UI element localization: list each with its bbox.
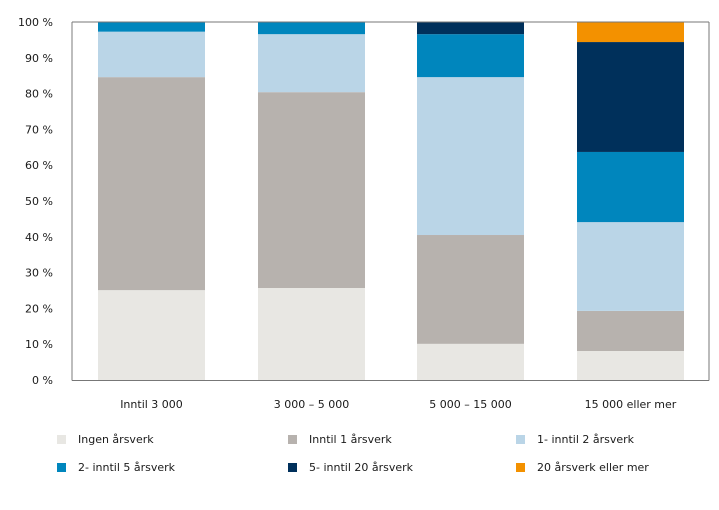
bar-segment bbox=[98, 77, 205, 291]
legend-swatch bbox=[288, 463, 297, 472]
legend-label: 20 årsverk eller mer bbox=[537, 461, 649, 474]
legend-swatch bbox=[57, 435, 66, 444]
bars bbox=[98, 22, 684, 380]
y-tick-label: 30 % bbox=[25, 267, 53, 280]
x-tick-label: Inntil 3 000 bbox=[120, 398, 183, 411]
legend-label: 1- inntil 2 årsverk bbox=[537, 433, 635, 446]
y-tick-label: 100 % bbox=[18, 16, 53, 29]
bar-segment bbox=[98, 31, 205, 78]
legend-swatch bbox=[288, 435, 297, 444]
bar-segment bbox=[577, 310, 684, 352]
legend-swatch bbox=[516, 435, 525, 444]
y-tick-label: 70 % bbox=[25, 123, 53, 136]
y-tick-label: 0 % bbox=[32, 374, 53, 387]
bar-stack bbox=[98, 22, 205, 380]
bar-segment bbox=[577, 222, 684, 311]
legend-swatch bbox=[516, 463, 525, 472]
legend-item: 2- inntil 5 årsverk bbox=[57, 461, 175, 474]
y-tick-label: 80 % bbox=[25, 88, 53, 101]
y-tick-label: 50 % bbox=[25, 195, 53, 208]
y-tick-label: 40 % bbox=[25, 231, 53, 244]
bar-stack bbox=[577, 22, 684, 380]
x-axis-labels: Inntil 3 000 3 000 – 5 000 5 000 – 15 000 1… bbox=[120, 398, 677, 411]
legend-label: Ingen årsverk bbox=[78, 433, 154, 446]
bar-segment bbox=[417, 235, 524, 344]
bar-segment bbox=[98, 22, 205, 32]
bar-segment bbox=[258, 92, 365, 288]
bar-segment bbox=[417, 77, 524, 236]
legend-label: 5- inntil 20 årsverk bbox=[309, 461, 414, 474]
bar-segment bbox=[258, 22, 365, 35]
legend-item: 20 årsverk eller mer bbox=[516, 461, 649, 474]
legend-item: Ingen årsverk bbox=[57, 433, 154, 446]
y-tick-label: 90 % bbox=[25, 52, 53, 65]
bar-segment bbox=[577, 151, 684, 223]
bar-stack bbox=[258, 22, 365, 380]
bar-segment bbox=[417, 34, 524, 78]
y-tick-label: 60 % bbox=[25, 159, 53, 172]
legend-label: Inntil 1 årsverk bbox=[309, 433, 392, 446]
y-axis-ticks: 0 % 10 % 20 % 30 % 40 % 50 % 60 % 70 % 80 % 90 % 1… bbox=[18, 16, 53, 387]
x-tick-label: 15 000 eller mer bbox=[585, 398, 677, 411]
bar-segment bbox=[417, 22, 524, 35]
bar-segment bbox=[98, 290, 205, 380]
bar-segment bbox=[577, 22, 684, 43]
legend-label: 2- inntil 5 årsverk bbox=[78, 461, 176, 474]
legend-item: 1- inntil 2 årsverk bbox=[516, 433, 634, 446]
x-tick-label: 5 000 – 15 000 bbox=[429, 398, 511, 411]
bar-segment bbox=[577, 42, 684, 152]
bar-stack bbox=[417, 22, 524, 380]
bar-segment bbox=[258, 287, 365, 380]
x-tick-label: 3 000 – 5 000 bbox=[274, 398, 349, 411]
legend-item: Inntil 1 årsverk bbox=[288, 433, 392, 446]
y-tick-label: 10 % bbox=[25, 338, 53, 351]
bar-segment bbox=[417, 343, 524, 380]
legend-swatch bbox=[57, 463, 66, 472]
bar-segment bbox=[258, 34, 365, 93]
stacked-bar-chart: 0 % 10 % 20 % 30 % 40 % 50 % 60 % 70 % 80 % 90 % 1… bbox=[18, 16, 710, 411]
legend-item: 5- inntil 20 årsverk bbox=[288, 461, 413, 474]
y-tick-label: 20 % bbox=[25, 302, 53, 315]
bar-segment bbox=[577, 351, 684, 380]
